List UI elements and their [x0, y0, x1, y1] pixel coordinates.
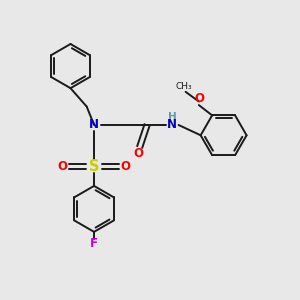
Text: H: H: [168, 112, 176, 122]
Text: O: O: [133, 147, 143, 160]
Text: O: O: [194, 92, 204, 105]
Text: F: F: [90, 237, 98, 250]
Text: N: N: [167, 118, 177, 131]
Text: CH₃: CH₃: [176, 82, 193, 91]
Text: O: O: [121, 160, 130, 173]
Text: N: N: [89, 118, 99, 131]
Text: S: S: [89, 159, 99, 174]
Text: O: O: [58, 160, 68, 173]
